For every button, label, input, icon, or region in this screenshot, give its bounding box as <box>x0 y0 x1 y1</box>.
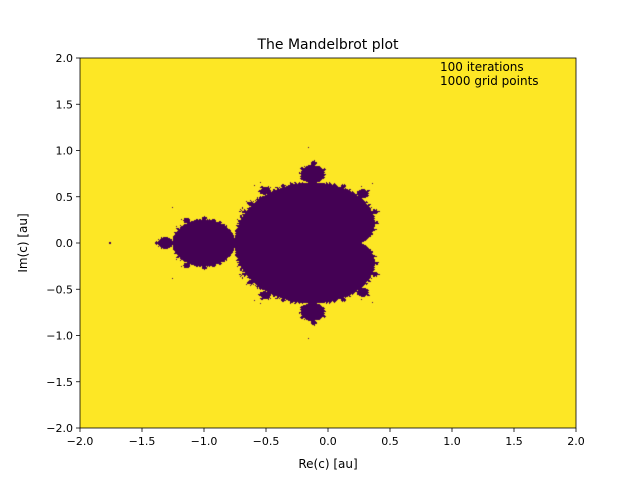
y-tick-label: −1.0 <box>46 330 73 343</box>
annotation-grid-points: 1000 grid points <box>440 74 539 88</box>
x-tick-label: −0.5 <box>253 435 280 448</box>
x-tick-label: 1.0 <box>443 435 461 448</box>
x-tick-label: 0.5 <box>381 435 399 448</box>
y-axis-label: Im(c) [au] <box>16 213 30 272</box>
y-tick-label: −2.0 <box>46 422 73 435</box>
y-axis-ticks: −2.0 −1.5 −1.0 −0.5 0.0 0.5 1.0 1.5 2.0 <box>46 52 80 435</box>
y-tick-label: −0.5 <box>46 283 73 296</box>
y-tick-label: 0.0 <box>56 237 74 250</box>
chart-title: The Mandelbrot plot <box>256 37 399 53</box>
y-tick-label: 1.0 <box>56 145 74 158</box>
x-tick-label: −1.0 <box>191 435 218 448</box>
annotation: 100 iterations 1000 grid points <box>440 60 539 88</box>
mandelbrot-heatmap <box>80 58 576 428</box>
x-tick-label: 0.0 <box>319 435 337 448</box>
y-tick-label: 2.0 <box>56 52 74 65</box>
x-axis-label: Re(c) [au] <box>298 457 357 471</box>
x-tick-label: −1.5 <box>129 435 156 448</box>
y-tick-label: 0.5 <box>56 191 74 204</box>
x-tick-label: −2.0 <box>67 435 94 448</box>
x-axis-ticks: −2.0 −1.5 −1.0 −0.5 0.0 0.5 1.0 1.5 2.0 <box>67 428 585 448</box>
x-tick-label: 2.0 <box>567 435 585 448</box>
annotation-iterations: 100 iterations <box>440 60 524 74</box>
y-tick-label: −1.5 <box>46 376 73 389</box>
x-tick-label: 1.5 <box>505 435 523 448</box>
y-tick-label: 1.5 <box>56 98 74 111</box>
